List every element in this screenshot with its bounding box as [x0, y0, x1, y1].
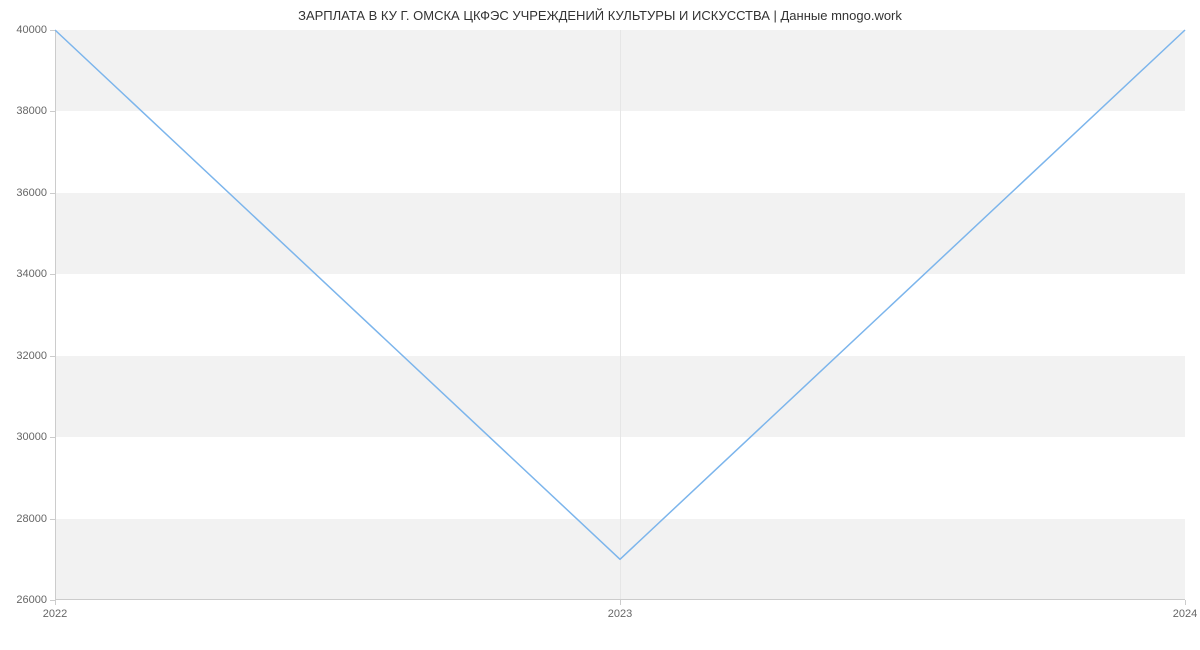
- x-tick-mark: [1185, 600, 1186, 605]
- y-tick-mark: [50, 111, 55, 112]
- y-tick-mark: [50, 274, 55, 275]
- data-line: [55, 30, 1185, 600]
- y-tick-mark: [50, 30, 55, 31]
- x-tick-label: 2024: [1173, 608, 1197, 620]
- chart-title: ЗАРПЛАТА В КУ Г. ОМСКА ЦКФЭС УЧРЕЖДЕНИЙ …: [0, 8, 1200, 23]
- x-tick-label: 2023: [608, 608, 632, 620]
- y-tick-label: 34000: [16, 268, 47, 280]
- y-tick-label: 26000: [16, 594, 47, 606]
- y-tick-label: 36000: [16, 187, 47, 199]
- salary-line-chart: ЗАРПЛАТА В КУ Г. ОМСКА ЦКФЭС УЧРЕЖДЕНИЙ …: [0, 0, 1200, 650]
- y-tick-mark: [50, 437, 55, 438]
- y-tick-label: 28000: [16, 513, 47, 525]
- y-tick-label: 32000: [16, 350, 47, 362]
- x-tick-label: 2022: [43, 608, 67, 620]
- x-tick-mark: [55, 600, 56, 605]
- y-tick-label: 30000: [16, 431, 47, 443]
- plot-area: 2600028000300003200034000360003800040000…: [55, 30, 1185, 600]
- y-tick-mark: [50, 193, 55, 194]
- y-tick-label: 38000: [16, 105, 47, 117]
- y-tick-label: 40000: [16, 24, 47, 36]
- y-tick-mark: [50, 519, 55, 520]
- x-tick-mark: [620, 600, 621, 605]
- salary-series-line: [55, 30, 1185, 559]
- y-tick-mark: [50, 356, 55, 357]
